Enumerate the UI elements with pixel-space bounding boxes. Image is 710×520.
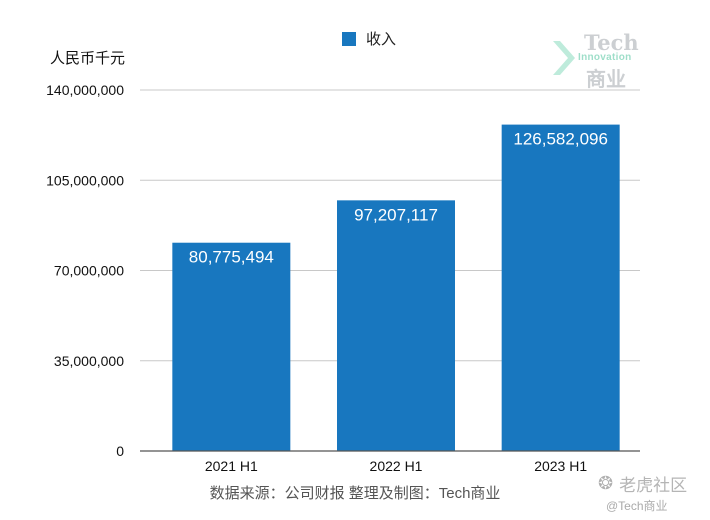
tiger-community-watermark: ❂ 老虎社区 [598,471,687,496]
source-caption: 数据来源：公司财报 整理及制图：Tech商业 [209,485,501,502]
bar [172,242,291,451]
tech-innovation-logo: Tech Innovation 商业 [548,30,643,91]
paw-icon: ❂ [598,473,614,493]
watermark-name: 老虎社区 [619,476,688,495]
bar [501,124,620,451]
legend-label: 收入 [366,31,397,48]
y-tick-label: 105,000,000 [46,172,124,188]
logo-chinese: 商业 [586,69,626,91]
x-tick-label: 2023 H1 [534,458,587,474]
y-tick-label: 0 [116,443,124,459]
data-label: 126,582,096 [513,130,608,149]
data-label: 97,207,117 [354,205,438,224]
logo-title: Tech [584,30,639,55]
y-tick-label: 70,000,000 [54,263,124,279]
y-tick-label: 35,000,000 [54,353,124,369]
x-tick-label: 2021 H1 [205,458,258,474]
legend-swatch [342,31,356,46]
chart-legend: 收入 [342,28,396,49]
y-tick-label: 140,000,000 [46,82,124,98]
logo-subtitle: Innovation [578,52,632,63]
chevron-logo-icon [553,41,575,75]
y-axis-unit-label: 人民币千元 [50,50,126,67]
data-label: 80,775,494 [189,248,274,267]
bar [337,200,455,451]
x-tick-label: 2022 H1 [370,458,423,474]
watermark-handle: @Tech商业 [606,499,668,513]
